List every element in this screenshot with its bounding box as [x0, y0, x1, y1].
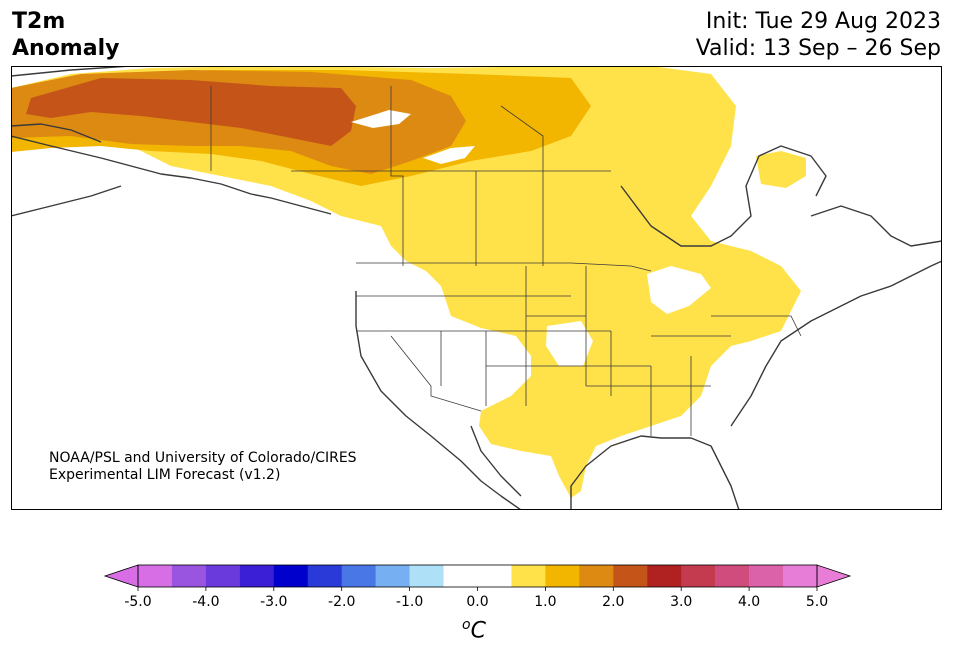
colorbar-bin: [341, 565, 376, 587]
colorbar-bin: [545, 565, 580, 587]
colorbar-tick-label: 4.0: [738, 594, 760, 610]
colorbar-tick-label: 5.0: [806, 594, 828, 610]
anomaly-hole-plains: [546, 321, 593, 366]
colorbar-bin: [579, 565, 614, 587]
map-frame: [11, 66, 942, 510]
colorbar-bin: [138, 565, 173, 587]
colorbar-bin: [613, 565, 648, 587]
colorbar-bin: [477, 565, 512, 587]
valid-range: Valid: 13 Sep – 26 Sep: [695, 36, 941, 61]
colorbar-tick-label: -4.0: [192, 594, 219, 610]
credit-line-2: Experimental LIM Forecast (v1.2): [49, 467, 281, 483]
colorbar-ticks: -5.0 -4.0 -3.0 -2.0 -1.0 0.0 1.0 2.0 3.0 4.0 5.0: [124, 587, 828, 610]
colorbar-bin: [273, 565, 309, 587]
anomaly-map: [11, 66, 942, 510]
colorbar-bin: [443, 565, 478, 587]
colorbar-bin: [783, 565, 818, 587]
colorbar-bin: [681, 565, 716, 587]
colorbar-tick-label: 0.0: [466, 594, 488, 610]
title-line-2: Anomaly: [12, 36, 120, 61]
colorbar-tick-label: 1.0: [534, 594, 556, 610]
title-line-1: T2m: [12, 9, 66, 34]
colorbar-tick-label: -3.0: [260, 594, 287, 610]
colorbar-bin: [205, 565, 241, 587]
colorbar-tick-label: -2.0: [328, 594, 355, 610]
colorbar-tick-label: -5.0: [124, 594, 151, 610]
colorbar-bin: [171, 565, 207, 587]
colorbar-bin: [749, 565, 784, 587]
credit-text: NOAA/PSL and University of Colorado/CIRE…: [49, 450, 357, 484]
colorbar-tick-label: -1.0: [396, 594, 423, 610]
colorbar-tick-label: 3.0: [670, 594, 692, 610]
colorbar-bin: [239, 565, 275, 587]
colorbar-bin: [715, 565, 750, 587]
coastlines: [11, 66, 942, 510]
anomaly-light-yellow: [11, 66, 806, 498]
colorbar-bin: [647, 565, 682, 587]
colorbar-bin: [409, 565, 444, 587]
colorbar-bin: [375, 565, 410, 587]
colorbar: -5.0 -4.0 -3.0 -2.0 -1.0 0.0 1.0 2.0 3.0 4.0 5.0: [103, 564, 852, 610]
credit-line-1: NOAA/PSL and University of Colorado/CIRE…: [49, 450, 357, 466]
lakes: [351, 110, 711, 314]
forecast-dates: Init: Tue 29 Aug 2023 Valid: 13 Sep – 26…: [696, 8, 941, 62]
colorbar-under-arrow: [103, 564, 139, 588]
unit-degree: o: [462, 617, 471, 633]
colorbar-bin: [307, 565, 342, 587]
colorbar-tick-label: 2.0: [602, 594, 624, 610]
colorbar-unit: oC: [462, 617, 486, 643]
unit-letter: C: [470, 618, 486, 644]
colorbar-bins: [138, 565, 818, 587]
anomaly-dark-orange: [26, 78, 356, 146]
colorbar-bin: [511, 565, 546, 587]
colorbar-over-arrow: [816, 564, 852, 588]
init-date: Init: Tue 29 Aug 2023: [705, 9, 941, 34]
map-title: T2m Anomaly: [12, 8, 119, 62]
borders: [210, 86, 802, 436]
